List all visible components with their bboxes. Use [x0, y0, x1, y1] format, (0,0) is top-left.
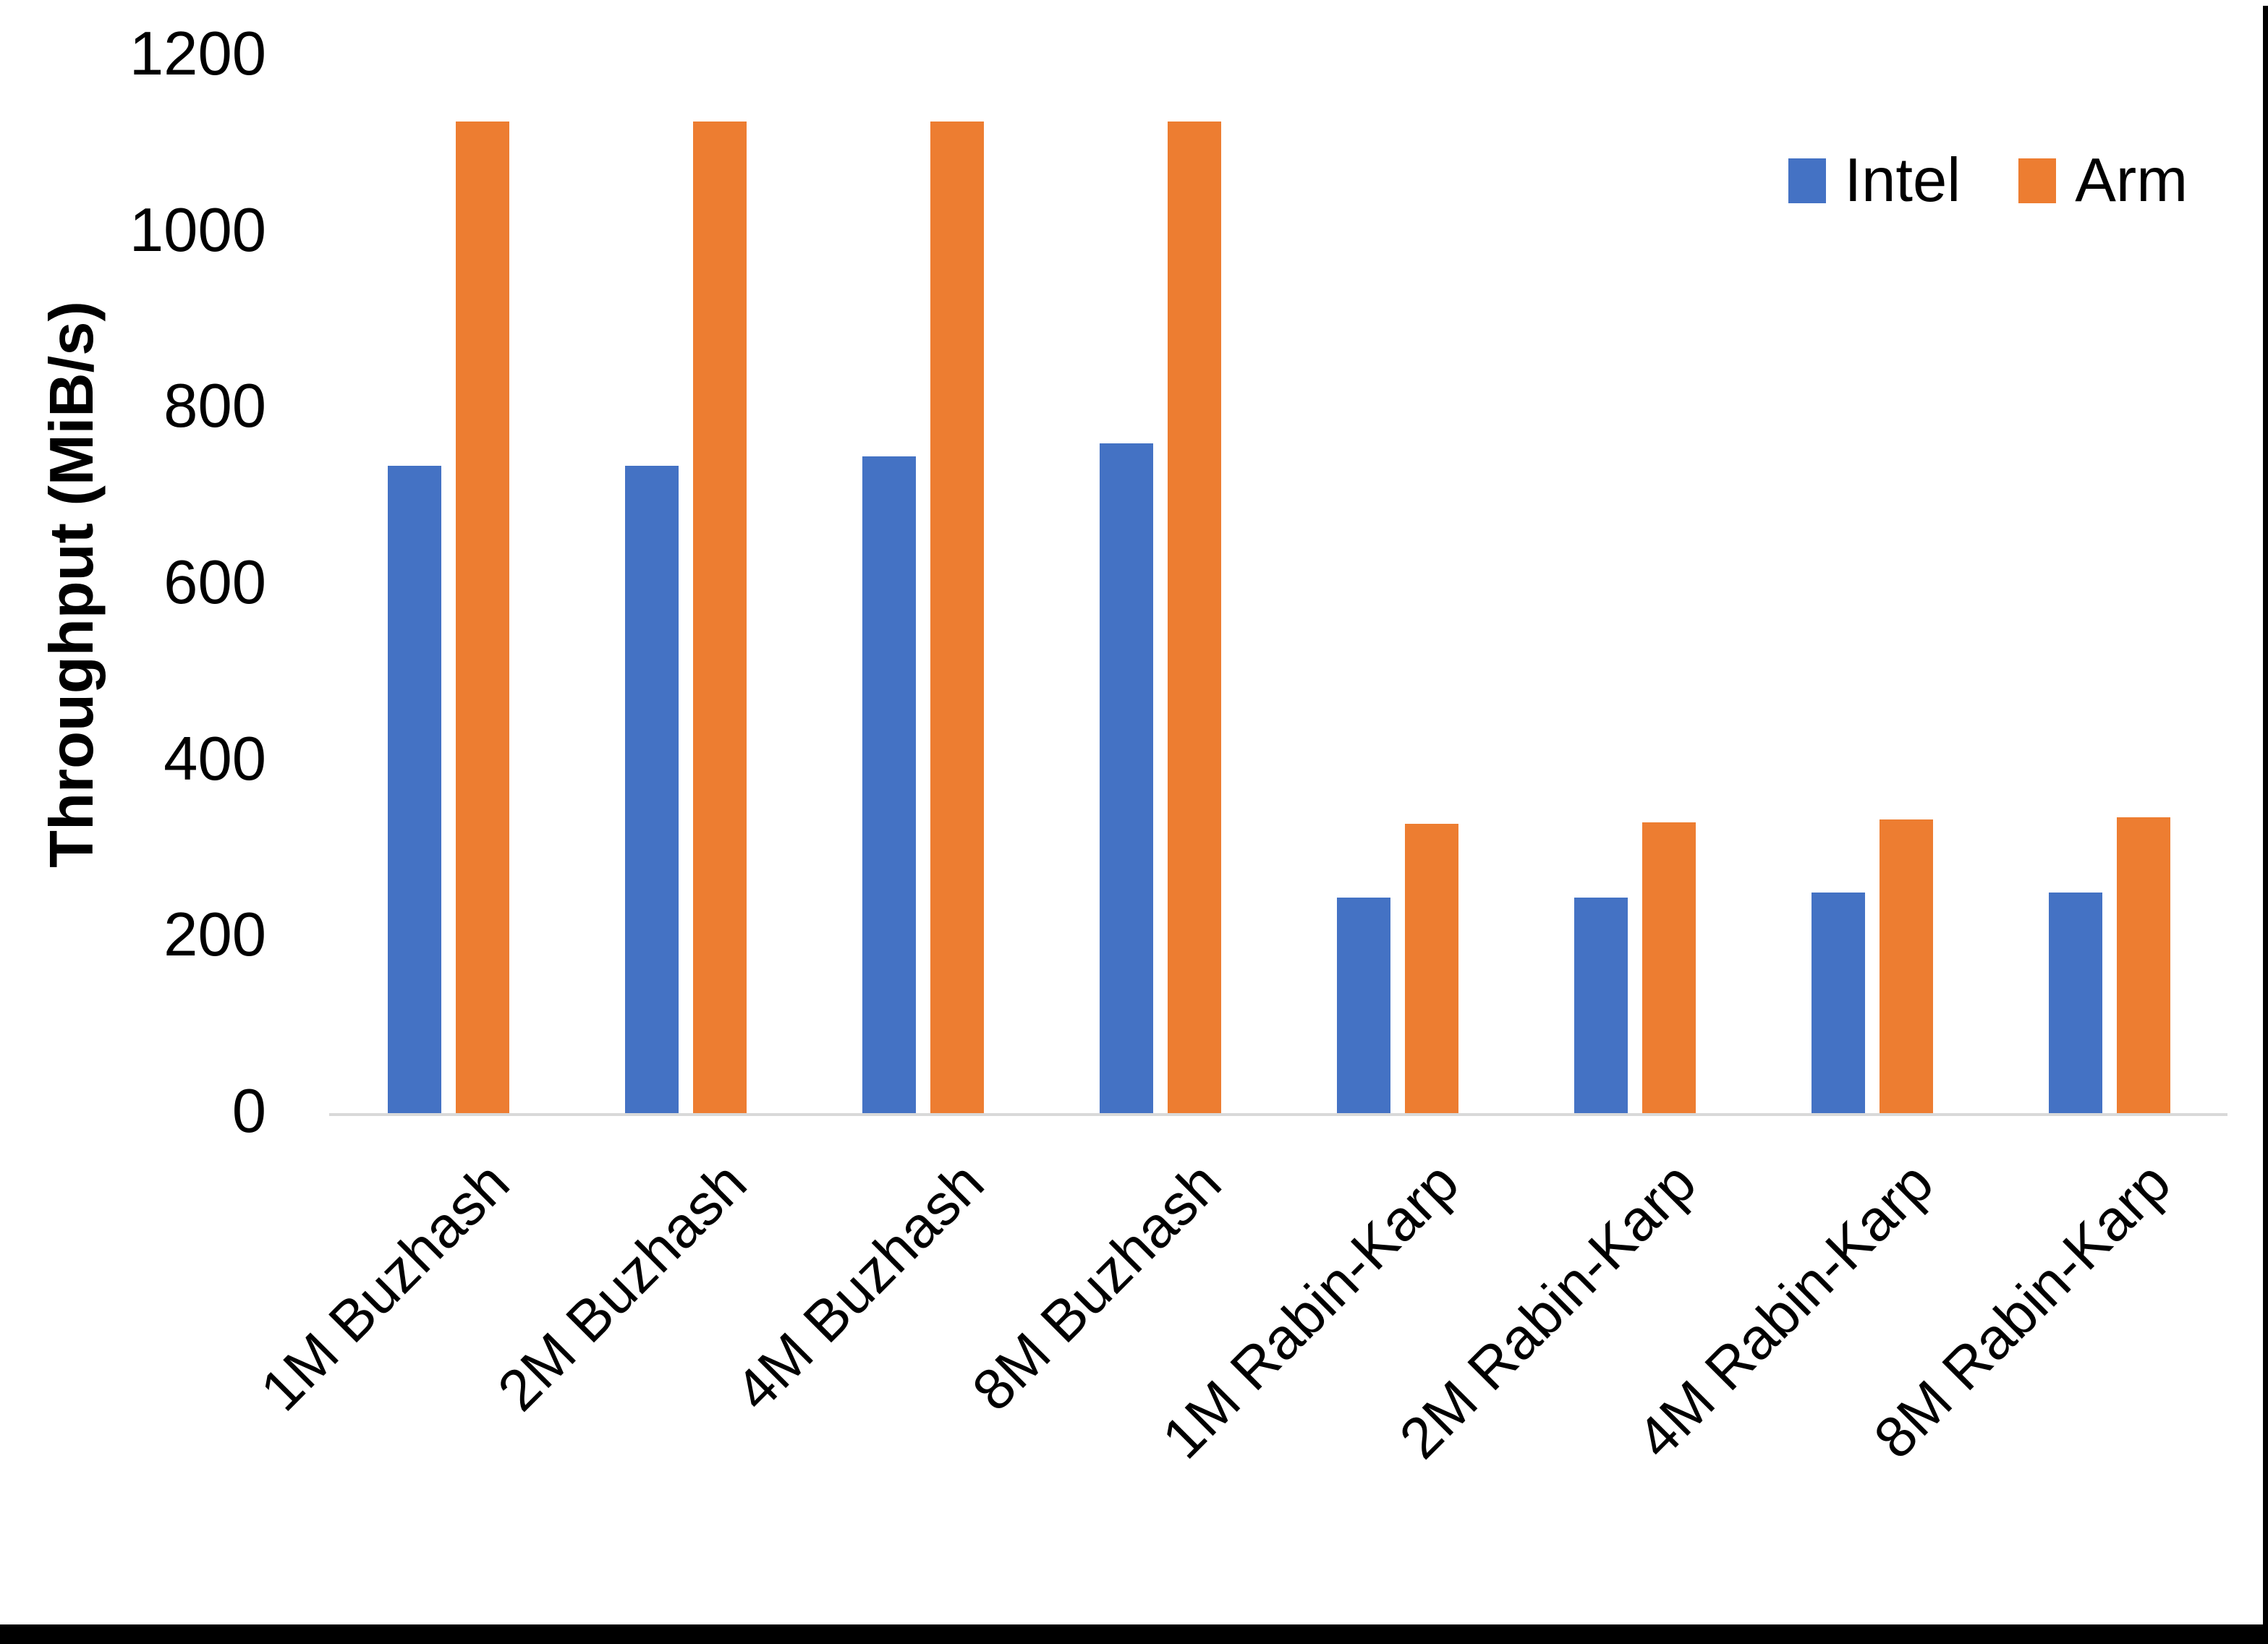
- y-tick-label-400: 400: [163, 724, 266, 793]
- bar-intel-2m-rabin-karp: [1574, 898, 1628, 1113]
- legend-item-intel: Intel: [1788, 148, 1961, 213]
- bar-intel-8m-rabin-karp: [2049, 893, 2102, 1113]
- x-label-8m-buzhash: 8M Buzhash: [960, 1149, 1233, 1423]
- bar-arm-2m-rabin-karp: [1642, 822, 1696, 1113]
- bar-arm-4m-buzhash: [930, 122, 984, 1113]
- y-tick-label-1000: 1000: [129, 195, 266, 265]
- bar-arm-8m-rabin-karp: [2117, 817, 2170, 1113]
- bar-intel-4m-rabin-karp: [1812, 893, 1865, 1113]
- bar-arm-4m-rabin-karp: [1880, 819, 1933, 1113]
- legend-swatch-intel: [1788, 158, 1826, 203]
- bar-arm-8m-buzhash: [1168, 122, 1221, 1113]
- bar-intel-8m-buzhash: [1100, 443, 1153, 1113]
- legend-item-arm: Arm: [2018, 148, 2188, 213]
- x-label-4m-buzhash: 4M Buzhash: [723, 1149, 996, 1423]
- y-tick-label-200: 200: [163, 900, 266, 970]
- legend-label-arm: Arm: [2075, 146, 2188, 215]
- window-border-bottom: [0, 1624, 2268, 1644]
- y-tick-label-0: 0: [232, 1077, 266, 1146]
- y-tick-label-600: 600: [163, 548, 266, 617]
- x-axis-line: [329, 1113, 2227, 1116]
- y-tick-label-1200: 1200: [129, 20, 266, 88]
- bar-arm-2m-buzhash: [693, 122, 747, 1113]
- bar-arm-1m-buzhash: [456, 122, 509, 1113]
- bar-intel-2m-buzhash: [625, 466, 679, 1113]
- x-label-2m-buzhash: 2M Buzhash: [485, 1149, 759, 1423]
- legend-label-intel: Intel: [1844, 146, 1961, 215]
- bar-intel-1m-rabin-karp: [1337, 898, 1390, 1113]
- window-border-right: [2263, 6, 2268, 1644]
- legend-swatch-arm: [2018, 158, 2057, 203]
- bar-intel-1m-buzhash: [388, 466, 441, 1113]
- legend: Intel Arm: [1788, 148, 2188, 213]
- bar-intel-4m-buzhash: [862, 456, 916, 1113]
- x-label-1m-buzhash: 1M Buzhash: [248, 1149, 522, 1423]
- bar-arm-1m-rabin-karp: [1405, 824, 1458, 1113]
- y-tick-label-800: 800: [163, 372, 266, 441]
